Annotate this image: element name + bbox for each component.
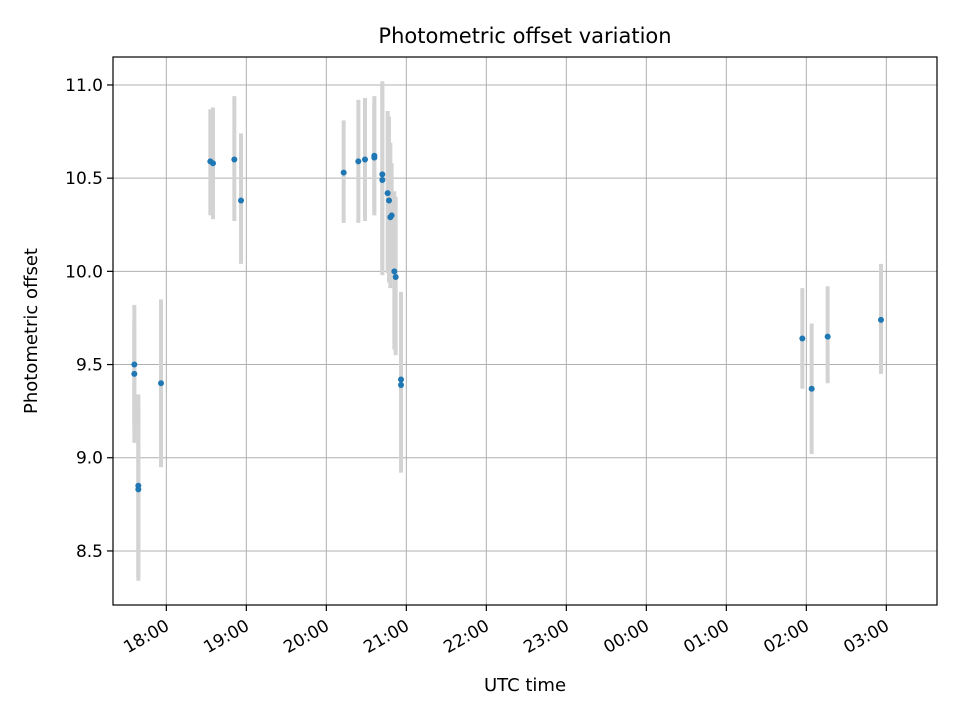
data-point [398, 382, 404, 389]
plot-frame [112, 56, 938, 606]
data-point [398, 376, 404, 383]
data-point [371, 154, 378, 161]
y-tick-label: 9.5 [76, 356, 103, 376]
chart-title: Photometric offset variation [378, 24, 671, 48]
data-point [131, 361, 138, 368]
data-point [799, 335, 806, 342]
data-point [238, 197, 244, 204]
y-tick-label: 11.0 [65, 76, 103, 96]
data-point [210, 160, 216, 167]
data-points [131, 152, 884, 493]
data-point [231, 156, 238, 163]
y-tick-label: 10.5 [65, 169, 103, 189]
data-point [824, 333, 831, 340]
data-point [158, 380, 164, 387]
data-point [388, 212, 395, 219]
y-axis: 8.5 9.0 9.5 10.0 10.5 11.0 [65, 76, 113, 562]
y-tick-label: 8.5 [76, 542, 103, 562]
grid [113, 57, 937, 605]
data-point [391, 268, 398, 275]
y-tick-label: 10.0 [65, 262, 103, 282]
data-point [386, 197, 392, 204]
data-point [384, 190, 391, 197]
data-point [340, 169, 347, 176]
data-point [355, 158, 362, 165]
data-point [131, 370, 138, 377]
data-point [379, 171, 386, 178]
x-axis-label: UTC time [484, 675, 566, 696]
data-point [135, 486, 142, 493]
y-tick-label: 9.0 [76, 449, 103, 469]
data-point [878, 316, 884, 323]
data-point [808, 385, 815, 392]
y-axis-label: Photometric offset [21, 248, 42, 414]
data-point [392, 273, 399, 280]
data-point [362, 156, 368, 163]
data-point [379, 177, 386, 184]
